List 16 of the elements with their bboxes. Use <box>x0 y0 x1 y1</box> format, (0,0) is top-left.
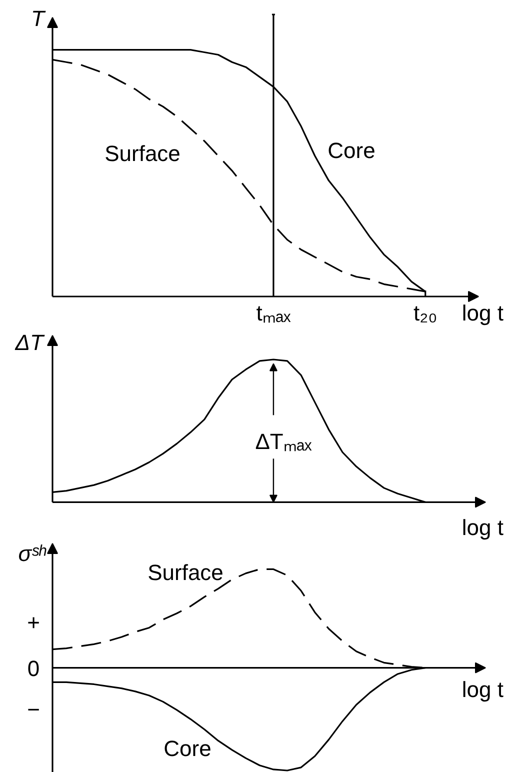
text: + <box>27 610 40 635</box>
series-label: Core <box>328 138 376 163</box>
series-label: Core <box>164 736 212 761</box>
x-tick-label: t₂₀ <box>413 300 438 326</box>
x-axis-title: log t <box>462 300 504 326</box>
text: 0 <box>27 656 40 681</box>
series-label: Surface <box>148 560 224 585</box>
y-axis-title: T <box>31 6 46 31</box>
y-axis-title: σˢʰ <box>18 541 47 566</box>
series-label: Surface <box>104 141 180 166</box>
text: − <box>27 696 40 722</box>
x-axis-title: log t <box>462 676 504 702</box>
x-axis-title: log t <box>462 515 504 540</box>
y-axis-title: ΔT <box>14 330 46 355</box>
x-tick-label: tₘₐₓ <box>256 300 292 326</box>
annotation: ΔTₘₐₓ <box>255 429 313 454</box>
